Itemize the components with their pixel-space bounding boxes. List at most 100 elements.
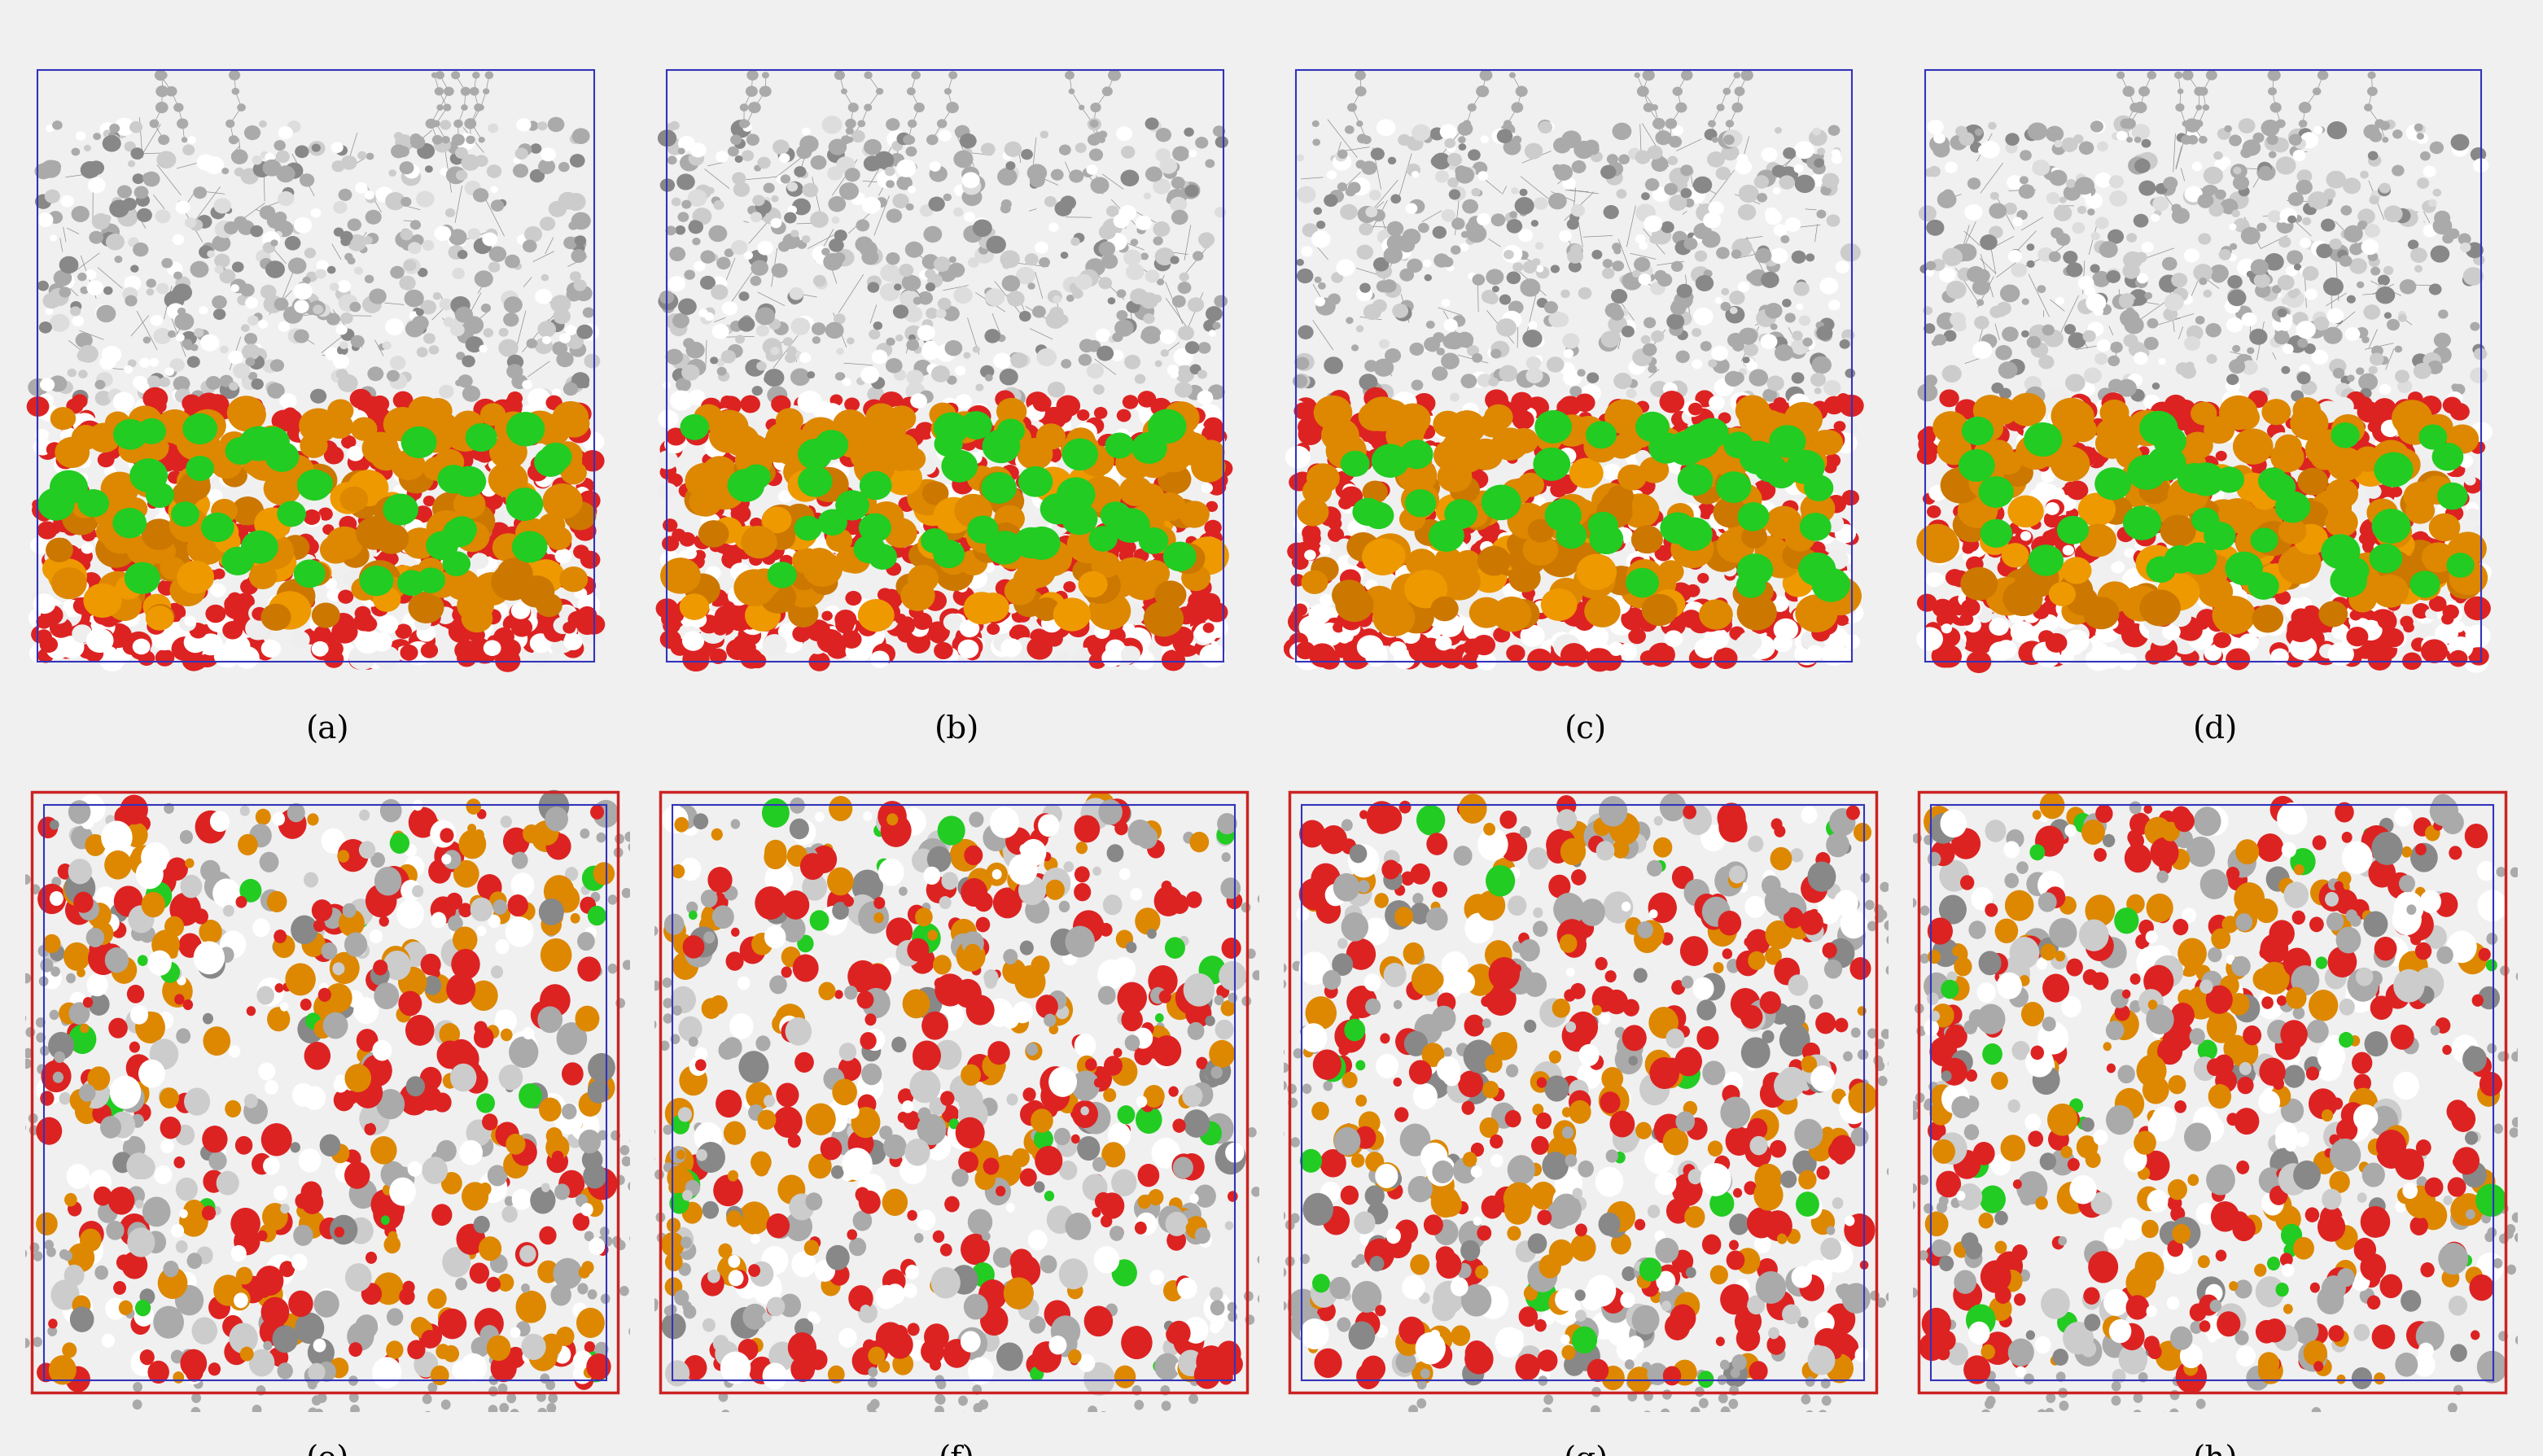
Circle shape (2350, 553, 2388, 588)
Circle shape (1928, 440, 1943, 453)
Circle shape (1434, 1220, 1457, 1245)
Circle shape (1984, 504, 2004, 524)
Circle shape (1406, 1439, 1416, 1447)
Circle shape (127, 1229, 155, 1257)
Circle shape (2197, 424, 2210, 435)
Circle shape (448, 974, 476, 1005)
Circle shape (1447, 424, 1465, 440)
Circle shape (376, 574, 389, 587)
Circle shape (1076, 868, 1088, 882)
Circle shape (275, 221, 292, 237)
Circle shape (1460, 1278, 1475, 1293)
Circle shape (735, 446, 755, 464)
Circle shape (1175, 1361, 1188, 1374)
Circle shape (2060, 590, 2075, 601)
Circle shape (1989, 399, 2014, 421)
Circle shape (2162, 473, 2174, 483)
Circle shape (427, 414, 458, 441)
Circle shape (826, 628, 849, 648)
Circle shape (1137, 1421, 1144, 1431)
Circle shape (524, 558, 537, 569)
Circle shape (893, 1038, 905, 1053)
Circle shape (8, 1032, 15, 1042)
Circle shape (2378, 606, 2393, 620)
Circle shape (514, 840, 524, 850)
Circle shape (333, 202, 346, 214)
Circle shape (849, 1239, 865, 1255)
Circle shape (722, 303, 737, 316)
Circle shape (1739, 612, 1762, 630)
Circle shape (1818, 529, 1834, 545)
Circle shape (936, 507, 954, 524)
Circle shape (170, 894, 201, 926)
Circle shape (295, 1230, 305, 1241)
Circle shape (1783, 1305, 1800, 1324)
Circle shape (722, 396, 732, 406)
Circle shape (1109, 654, 1124, 667)
Circle shape (348, 1179, 376, 1208)
Circle shape (61, 428, 79, 444)
Circle shape (1971, 476, 1984, 486)
Circle shape (1800, 1057, 1816, 1072)
Circle shape (1193, 453, 1226, 482)
Circle shape (931, 367, 949, 383)
Circle shape (1676, 517, 1696, 534)
Circle shape (2299, 103, 2312, 114)
Circle shape (158, 450, 173, 462)
Circle shape (1007, 447, 1025, 466)
Circle shape (1762, 272, 1778, 288)
Circle shape (1635, 422, 1653, 440)
Circle shape (2273, 138, 2289, 153)
Circle shape (2378, 186, 2390, 197)
Circle shape (676, 1185, 684, 1194)
Circle shape (2477, 891, 2507, 922)
Circle shape (524, 1351, 534, 1363)
Circle shape (2446, 569, 2482, 598)
Circle shape (71, 827, 92, 849)
Circle shape (1361, 284, 1371, 293)
Circle shape (420, 301, 435, 314)
Circle shape (374, 1357, 402, 1388)
Circle shape (2449, 230, 2459, 239)
Circle shape (1770, 553, 1788, 571)
Circle shape (1854, 824, 1872, 842)
Circle shape (2365, 1032, 2388, 1056)
Circle shape (2065, 826, 2075, 837)
Circle shape (364, 517, 392, 543)
Circle shape (786, 1018, 811, 1045)
Circle shape (2271, 571, 2281, 581)
Circle shape (407, 642, 432, 665)
Circle shape (127, 1223, 147, 1243)
Circle shape (1640, 89, 1648, 95)
Circle shape (1363, 383, 1383, 399)
Circle shape (2357, 402, 2380, 422)
Circle shape (1973, 639, 1991, 654)
Circle shape (661, 440, 682, 460)
Circle shape (2141, 412, 2177, 446)
Circle shape (1549, 194, 1566, 210)
Circle shape (1155, 610, 1167, 619)
Circle shape (2322, 463, 2332, 472)
Circle shape (470, 613, 486, 628)
Circle shape (2535, 1262, 2543, 1271)
Circle shape (2286, 501, 2307, 520)
Circle shape (862, 1041, 880, 1061)
Circle shape (1338, 556, 1358, 575)
Circle shape (506, 408, 524, 422)
Circle shape (287, 424, 308, 443)
Circle shape (1165, 1213, 1188, 1236)
Circle shape (928, 135, 938, 146)
Circle shape (1190, 1427, 1200, 1437)
Circle shape (552, 1152, 562, 1163)
Circle shape (2184, 338, 2200, 351)
Circle shape (1182, 183, 1200, 199)
Circle shape (783, 234, 799, 249)
Circle shape (1584, 628, 1607, 648)
Circle shape (2123, 453, 2141, 467)
Circle shape (1223, 993, 1231, 1002)
Circle shape (646, 1232, 656, 1241)
Circle shape (468, 520, 488, 537)
Circle shape (2385, 313, 2390, 319)
Circle shape (1170, 198, 1185, 213)
Circle shape (923, 320, 933, 329)
